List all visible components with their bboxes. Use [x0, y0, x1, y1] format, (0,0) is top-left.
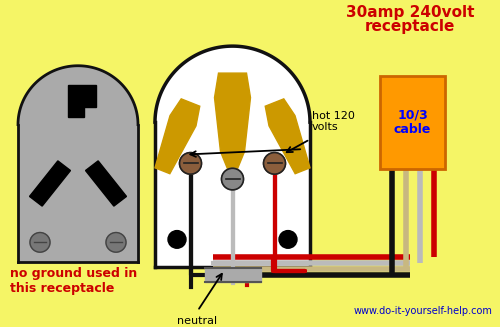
Text: neutral: neutral	[178, 316, 218, 326]
Polygon shape	[18, 125, 138, 262]
Text: hot 120
volts: hot 120 volts	[312, 111, 355, 132]
Polygon shape	[155, 122, 310, 267]
Polygon shape	[68, 85, 96, 117]
Polygon shape	[214, 73, 250, 171]
Circle shape	[30, 232, 50, 252]
Circle shape	[279, 231, 297, 248]
Polygon shape	[86, 161, 126, 206]
Text: no ground used in
this receptacle: no ground used in this receptacle	[10, 267, 137, 295]
Text: www.do-it-yourself-help.com: www.do-it-yourself-help.com	[353, 306, 492, 316]
Circle shape	[168, 231, 186, 248]
Text: 10/3
cable: 10/3 cable	[394, 108, 431, 136]
Polygon shape	[155, 99, 200, 174]
Text: receptacle: receptacle	[365, 19, 455, 34]
Polygon shape	[265, 99, 310, 174]
Circle shape	[222, 168, 244, 190]
Circle shape	[106, 232, 126, 252]
Text: 30amp 240volt: 30amp 240volt	[346, 5, 474, 20]
Polygon shape	[18, 66, 138, 125]
Polygon shape	[204, 268, 260, 282]
Circle shape	[264, 153, 285, 174]
FancyBboxPatch shape	[380, 76, 445, 169]
Circle shape	[180, 153, 202, 174]
Polygon shape	[30, 161, 70, 206]
Polygon shape	[155, 46, 310, 122]
